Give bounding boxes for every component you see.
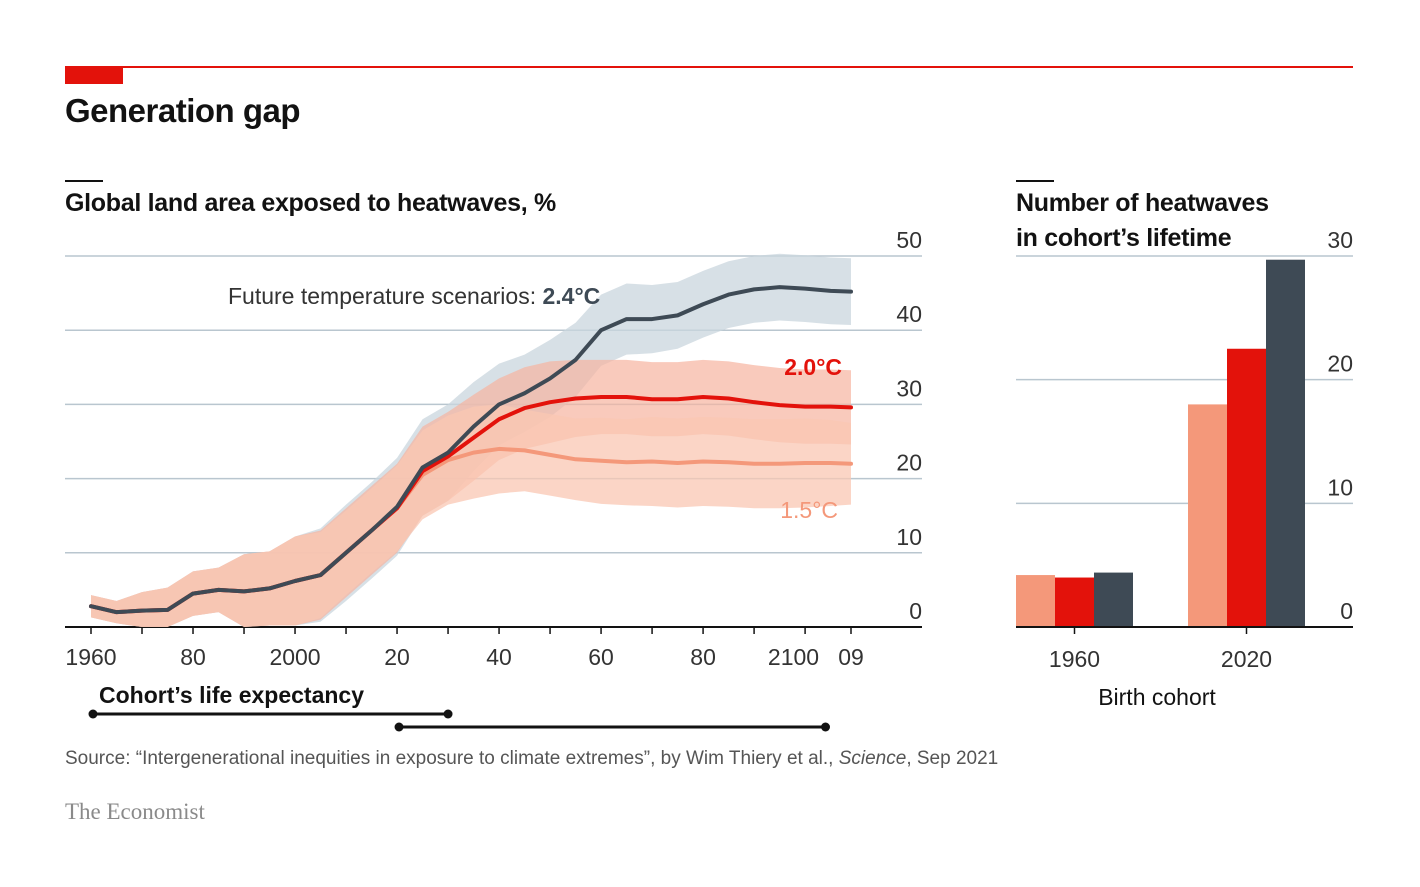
bar-2020-2-4C [1266,259,1305,627]
line-series-2-4C [89,285,853,615]
line-y-tick-label: 0 [909,598,922,624]
bar-1960-2-4C [1094,572,1133,627]
line-x-tick-label: 09 [838,644,864,670]
line-x-tick-label: 80 [690,644,716,670]
line-y-tick-label: 10 [896,524,922,550]
line-y-tick-label: 50 [896,227,922,253]
life-expectancy-start-2020 [394,722,404,732]
line-x-tick-label: 80 [180,644,206,670]
bar-x-tick-label: 1960 [1049,646,1100,672]
bar-2020-1-5C [1188,404,1227,627]
line-y-tick-label: 20 [896,450,922,476]
brand-logo: The Economist [65,799,205,824]
line-x-tick-label: 20 [384,644,410,670]
bar-y-tick-label: 30 [1327,227,1353,253]
line-series-label-1-5C: 1.5°C [780,497,838,523]
header-red-tab [65,66,123,84]
line-series-label-2-0C: 2.0°C [784,354,842,380]
bar-y-tick-label: 10 [1327,474,1353,500]
line-y-tick-label: 40 [896,301,922,327]
bar-x-tick-label: 2020 [1221,646,1272,672]
bar-y-tick-label: 20 [1327,351,1353,377]
bar-chart-title-rule [1016,180,1054,182]
line-annotation-text: Future temperature scenarios: [228,283,542,309]
line-x-tick-label: 2000 [269,644,320,670]
line-chart-title: Global land area exposed to heatwaves, % [65,189,556,217]
line-annotation: Future temperature scenarios: 2.4°C [228,283,600,309]
line-annotation-2-4C: 2.4°C [542,283,600,309]
source-note: Source: “Intergenerational inequities in… [65,748,998,770]
source-suffix: , Sep 2021 [906,748,999,769]
line-x-tick-label: 40 [486,644,512,670]
line-chart-title-rule [65,180,103,182]
line-x-tick-label: 60 [588,644,614,670]
header-red-rule [65,66,1353,68]
bar-x-axis-title: Birth cohort [1098,684,1216,710]
line-band-1-5C [91,404,851,627]
source-journal: Science [838,748,907,769]
bar-2020-2-0C [1227,348,1266,627]
bar-y-tick-label: 0 [1340,598,1353,624]
line-y-tick-label: 30 [896,375,922,401]
bar-1960-2-0C [1055,577,1094,627]
source-prefix: Source: “Intergenerational inequities in… [65,748,839,769]
bar-chart-title-line-2: in cohort’s lifetime [1016,224,1232,252]
bar-1960-1-5C [1016,575,1055,627]
life-expectancy-end-2020 [820,722,830,732]
bar-chart-title: Number of heatwaves in cohort’s lifetime [1016,186,1269,256]
line-x-tick-label: 2100 [768,644,819,670]
line-x-tick-label: 1960 [65,644,116,670]
page-title: Generation gap [65,92,301,129]
life-expectancy-label: Cohort’s life expectancy [99,682,364,708]
bar-chart-title-line-1: Number of heatwaves [1016,189,1269,217]
life-expectancy-start-1960 [88,709,98,719]
life-expectancy-end-1960 [443,709,453,719]
